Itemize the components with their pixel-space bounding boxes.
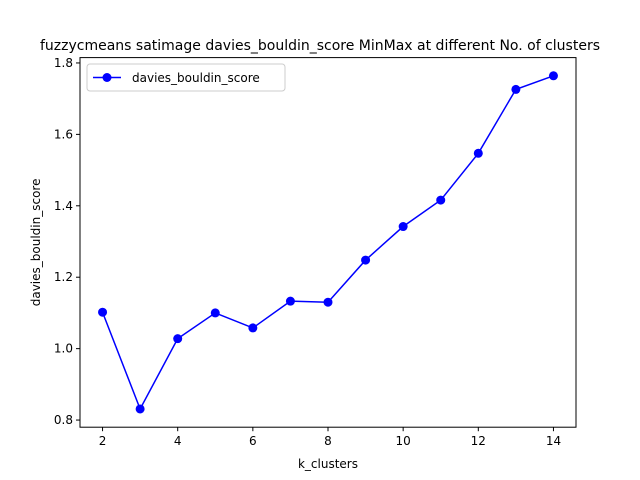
- x-tick-label: 2: [99, 434, 107, 448]
- series-layer: [98, 71, 558, 414]
- data-point: [361, 255, 371, 265]
- data-point: [210, 308, 220, 318]
- legend-label: davies_bouldin_score: [132, 71, 260, 85]
- data-point: [323, 297, 333, 307]
- legend-marker: [102, 73, 112, 82]
- data-point: [473, 148, 483, 158]
- y-axis-label: davies_bouldin_score: [29, 179, 43, 307]
- x-tick-label: 12: [471, 434, 486, 448]
- chart-title: fuzzycmeans satimage davies_bouldin_scor…: [40, 38, 600, 54]
- data-point: [98, 307, 108, 317]
- x-tick-label: 10: [396, 434, 411, 448]
- y-tick-label: 1.4: [54, 199, 73, 213]
- x-tick-label: 14: [546, 434, 561, 448]
- x-axis-ticks: 2 4 6 8 10 12 14: [99, 427, 561, 448]
- legend: davies_bouldin_score: [86, 63, 286, 92]
- y-axis-ticks: 0.8 1.0 1.2 1.4 1.6 1.8: [54, 56, 80, 427]
- y-tick-label: 1.2: [54, 270, 73, 284]
- x-axis-label: k_clusters: [298, 457, 358, 471]
- y-tick-label: 1.0: [54, 342, 73, 356]
- x-tick-label: 6: [249, 434, 257, 448]
- data-point: [173, 334, 183, 344]
- x-tick-label: 8: [324, 434, 332, 448]
- data-point: [135, 404, 145, 414]
- data-point: [285, 296, 295, 306]
- data-point: [398, 222, 408, 232]
- series-line: [101, 75, 554, 411]
- y-tick-label: 0.8: [54, 413, 73, 427]
- data-point: [248, 323, 258, 333]
- legend-box: [86, 63, 286, 92]
- data-point: [511, 84, 521, 94]
- data-point: [548, 71, 558, 81]
- x-tick-label: 4: [174, 434, 182, 448]
- y-tick-label: 1.6: [54, 127, 73, 141]
- y-tick-label: 1.8: [54, 56, 73, 70]
- data-point: [436, 195, 446, 205]
